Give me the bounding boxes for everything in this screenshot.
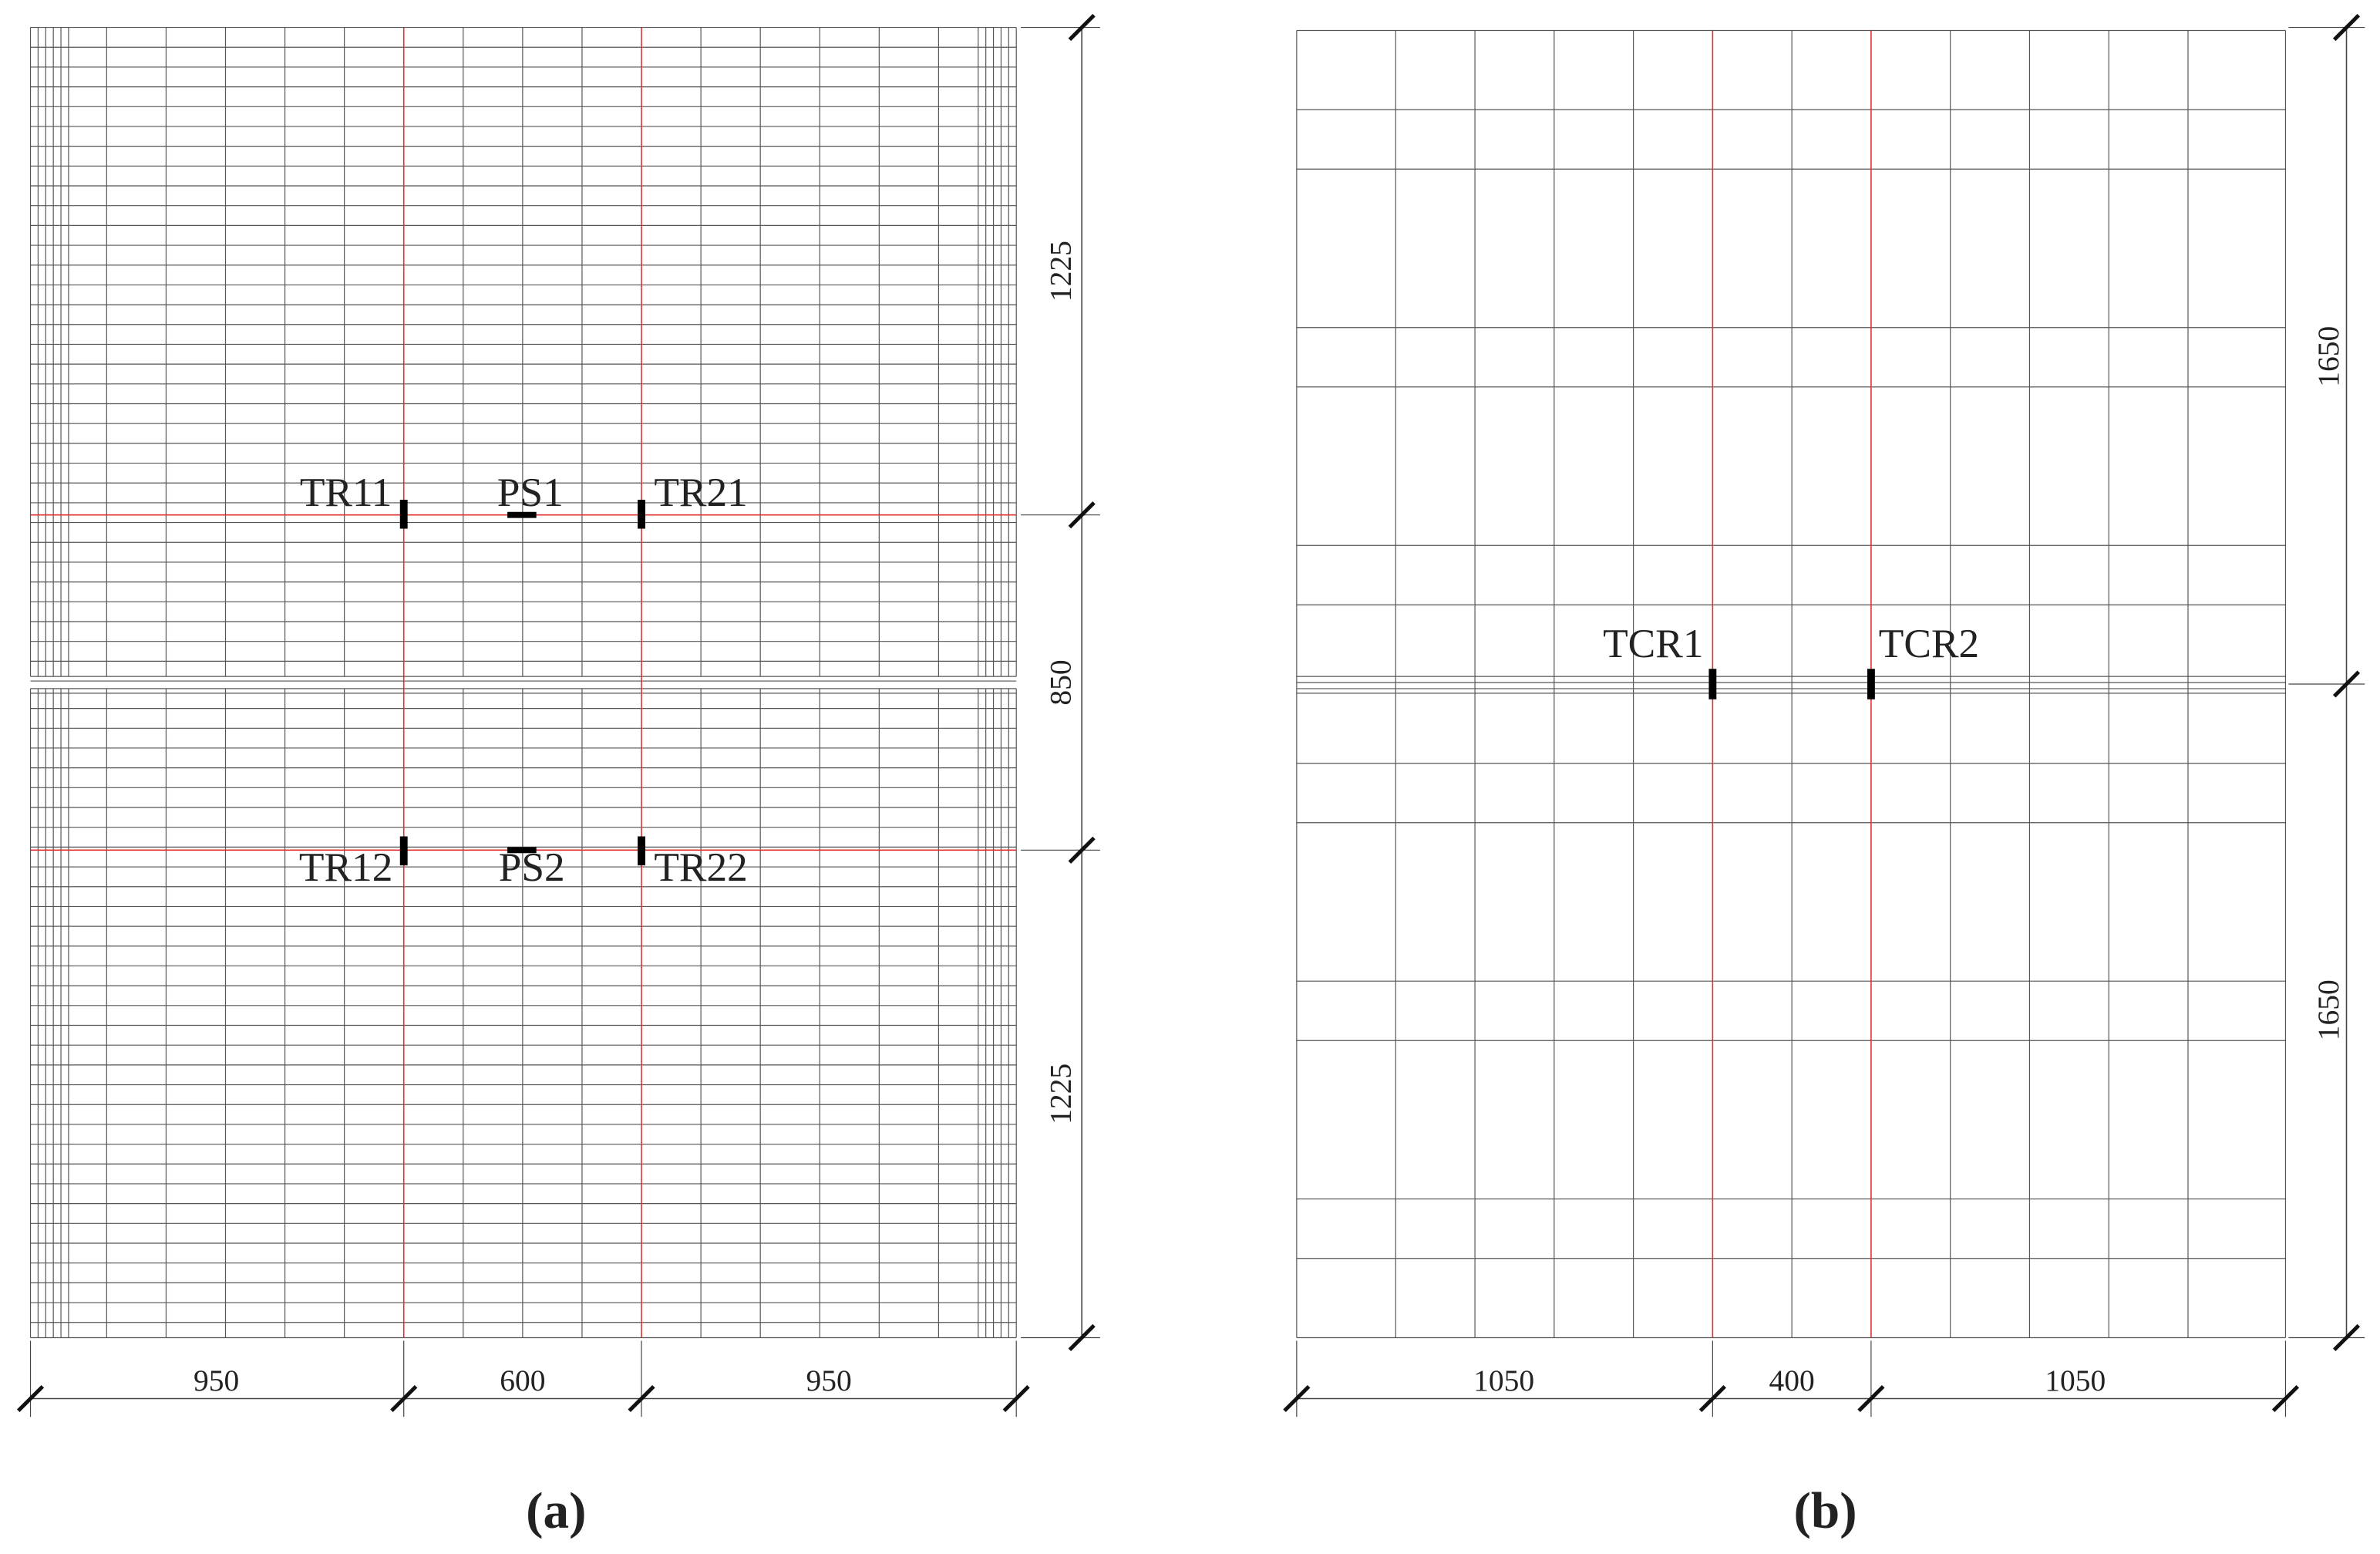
dimension: 950 xyxy=(194,1364,239,1397)
dimension-tick xyxy=(1857,1384,1885,1413)
dimension-tick xyxy=(1002,1384,1030,1413)
sensor-label: TCR2 xyxy=(1879,620,1979,666)
sensor-label: TR22 xyxy=(654,844,748,890)
dimension-tick xyxy=(1283,1384,1311,1413)
sensor-label: TR11 xyxy=(300,469,392,515)
dimension: 1050 xyxy=(2045,1364,2106,1397)
dimension-tick xyxy=(1068,14,1096,42)
dimension-tick xyxy=(1068,1323,1096,1352)
dimension: 850 xyxy=(1044,659,1078,705)
panel-label: (b) xyxy=(1794,1482,1857,1539)
sensor-label: PS1 xyxy=(497,469,564,515)
dimension: 400 xyxy=(1769,1364,1815,1397)
dimension-tick xyxy=(2332,14,2361,42)
dimension-tick xyxy=(390,1384,418,1413)
sensor-label: TR21 xyxy=(654,469,748,515)
dimension-tick xyxy=(1068,836,1096,864)
dimension: 1650 xyxy=(2311,979,2345,1040)
sensor-label: TCR1 xyxy=(1603,620,1703,666)
dimension-tick xyxy=(2332,1323,2361,1352)
dimension: 1050 xyxy=(1473,1364,1534,1397)
dimension: 600 xyxy=(500,1364,545,1397)
dimension-tick xyxy=(1068,501,1096,529)
sensor-label: PS2 xyxy=(499,844,565,890)
dimension-tick xyxy=(1698,1384,1726,1413)
dimension: 1650 xyxy=(2311,326,2345,387)
dimension-tick xyxy=(2332,670,2361,698)
dimension: 950 xyxy=(806,1364,851,1397)
dimension-tick xyxy=(628,1384,655,1413)
dimension: 1225 xyxy=(1044,241,1078,302)
dimension: 1225 xyxy=(1044,1064,1078,1124)
sensor-label: TR12 xyxy=(299,844,393,890)
dimension-tick xyxy=(2271,1384,2300,1413)
dimension-tick xyxy=(16,1384,45,1413)
grid xyxy=(16,14,2365,1417)
panel-label: (a) xyxy=(526,1482,586,1539)
